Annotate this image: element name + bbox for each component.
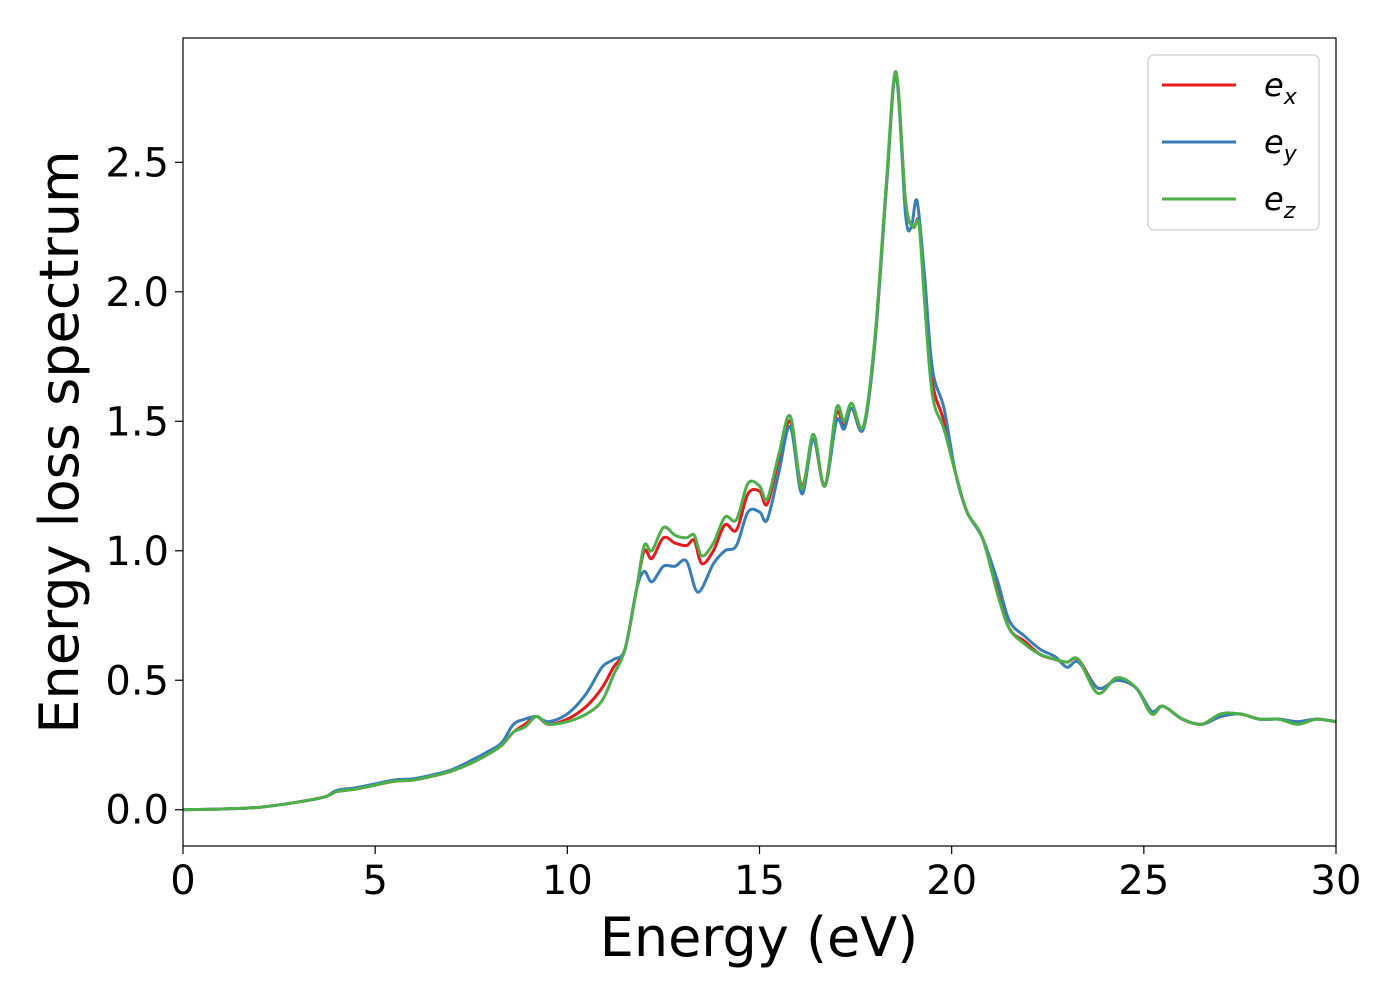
y-tick-label: 0.5 [105, 658, 169, 704]
x-tick-label: 5 [362, 858, 387, 904]
series-line-ez [183, 70, 1336, 812]
x-tick-label: 15 [734, 858, 785, 904]
y-axis: 0.0 0.5 1.0 1.5 2.0 2.5 [105, 140, 183, 834]
x-axis-title: Energy (eV) [600, 906, 919, 969]
y-tick-label: 1.0 [105, 529, 169, 575]
series-line-ey [183, 72, 1336, 812]
x-tick-label: 20 [926, 858, 977, 904]
legend-label: ez [1264, 180, 1296, 224]
y-tick-label: 2.0 [105, 270, 169, 316]
x-tick-label: 0 [170, 858, 195, 904]
x-tick-label: 25 [1118, 858, 1169, 904]
y-tick-label: 2.5 [105, 140, 169, 186]
y-tick-label: 1.5 [105, 399, 169, 445]
x-tick-label: 30 [1311, 858, 1362, 904]
x-axis: 0 5 10 15 20 25 30 [170, 846, 1361, 904]
y-axis-title: Energy loss spectrum [28, 150, 91, 733]
legend-label: ex [1264, 66, 1298, 110]
x-tick-label: 10 [542, 858, 593, 904]
legend-label: ey [1264, 123, 1298, 167]
y-tick-label: 0.0 [105, 788, 169, 834]
series-layer [183, 70, 1336, 812]
legend: ex ey ez [1147, 54, 1320, 231]
